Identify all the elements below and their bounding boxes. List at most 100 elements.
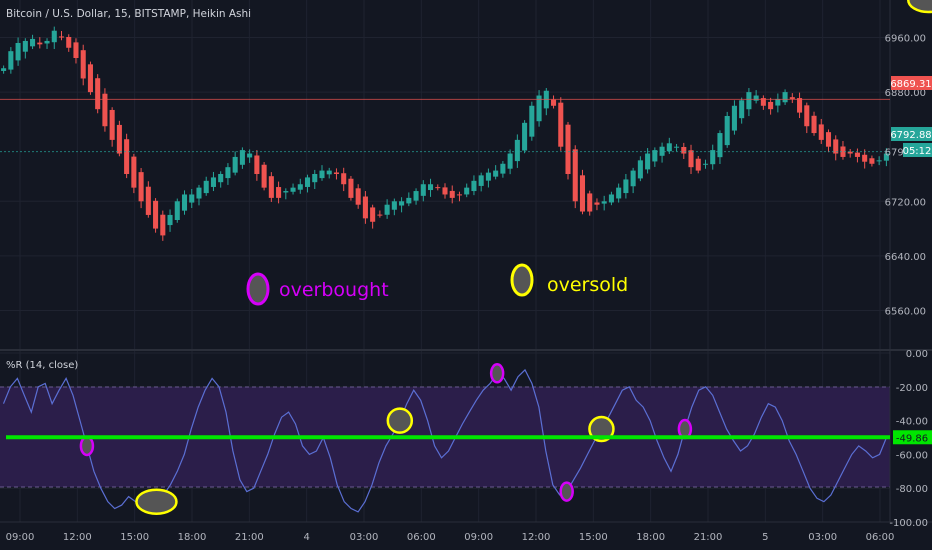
candle-body — [768, 101, 774, 110]
candle-body — [739, 100, 745, 119]
candle-body — [283, 191, 289, 193]
candle-body — [312, 174, 318, 183]
time-tick-label: 09:00 — [6, 532, 35, 543]
wr-tick-label: -40.00 — [896, 417, 928, 428]
candle-body — [565, 124, 571, 174]
oversold-marker — [386, 407, 414, 434]
wr-scale[interactable]: 0.00 -20.00 -40.00 -60.00 -80.00 -100.00 — [889, 349, 928, 529]
candle-body — [587, 193, 593, 212]
price-tick-label: 6640.00 — [885, 252, 926, 263]
overbought-marker — [489, 363, 505, 384]
candle-body — [666, 143, 672, 152]
candle-body — [116, 124, 122, 154]
candle-body — [384, 204, 390, 215]
candle-body — [854, 152, 860, 157]
candle-body — [442, 187, 448, 195]
candle-body — [109, 109, 115, 140]
candle-body — [196, 187, 202, 199]
candle-body — [471, 180, 477, 192]
candle-body — [131, 156, 137, 188]
candle-body — [623, 179, 629, 194]
current-price-badge — [891, 127, 932, 141]
candle-body — [174, 201, 180, 221]
candle-body — [811, 115, 817, 134]
candle-body — [138, 172, 144, 202]
candle-body — [435, 187, 441, 189]
symbol-title[interactable]: Bitcoin / U.S. Dollar, 15, BITSTAMP, Hei… — [6, 8, 251, 20]
candle-body — [652, 150, 658, 162]
candle-body — [601, 201, 607, 204]
candle-body — [167, 214, 173, 226]
candle-body — [30, 38, 36, 47]
candle-body — [493, 170, 499, 177]
candle-body — [630, 170, 636, 187]
candle-body — [1, 68, 7, 71]
candle-body — [225, 167, 231, 179]
candle-body — [840, 146, 846, 157]
candle-body — [876, 160, 882, 162]
candle-body — [276, 187, 282, 198]
candle-body — [869, 158, 875, 164]
wr-tick-label: 0.00 — [906, 349, 928, 360]
candle-body — [753, 95, 759, 101]
price-lines — [0, 98, 890, 153]
candle-body — [782, 92, 788, 103]
candle-body — [551, 99, 557, 106]
candle-body — [608, 194, 614, 203]
candle-body — [500, 163, 506, 174]
wr-tick-label: -80.00 — [896, 484, 928, 495]
candle-body — [797, 98, 803, 113]
candle-body — [348, 178, 354, 198]
candle-body — [124, 139, 130, 174]
candle-body — [717, 133, 723, 158]
candle-body — [8, 51, 14, 70]
overbought-legend-marker — [246, 272, 270, 306]
candle-body — [406, 197, 412, 204]
candle-body — [290, 187, 296, 192]
candle-body — [818, 124, 824, 140]
price-tick-label: 6560.00 — [885, 306, 926, 317]
candle-body — [22, 40, 28, 52]
candle-body — [203, 180, 209, 194]
candle-body — [579, 175, 586, 212]
candle-body — [710, 150, 716, 165]
time-tick-label: 06:00 — [407, 532, 436, 543]
countdown-badge-text: 05:12 — [903, 146, 932, 157]
candle-body — [73, 42, 79, 58]
candle-body — [239, 150, 245, 165]
candle-body — [370, 207, 376, 222]
candle-body — [51, 30, 57, 43]
candle-body — [80, 50, 86, 79]
time-tick-label: 21:00 — [235, 532, 264, 543]
time-tick-label: 5 — [762, 532, 768, 543]
candle-body — [181, 194, 188, 211]
candle-body — [102, 93, 108, 127]
oversold-legend-marker — [510, 263, 534, 297]
time-tick-label: 21:00 — [694, 532, 723, 543]
time-tick-label: 09:00 — [464, 532, 493, 543]
time-tick-label: 12:00 — [63, 532, 92, 543]
candle-body — [413, 191, 419, 201]
candle-body — [145, 186, 151, 215]
time-tick-label: 03:00 — [350, 532, 379, 543]
time-tick-label: 18:00 — [178, 532, 207, 543]
candle-body — [87, 64, 93, 93]
signal-badge-text: -49.86 — [896, 433, 928, 444]
candle-body — [883, 153, 889, 161]
candle-body — [333, 172, 339, 174]
upper-price-badge-text: 6869.31 — [890, 79, 931, 90]
candle-body — [95, 78, 101, 110]
candle-body — [456, 194, 463, 196]
time-scale[interactable]: 09:00 12:00 15:00 18:00 21:00 4 03:00 06:00 09:0… — [6, 532, 895, 543]
candle-body — [746, 92, 752, 110]
wr-tick-label: -60.00 — [896, 450, 928, 461]
candle-body — [536, 95, 542, 122]
candle-body — [478, 175, 484, 186]
candle-body — [160, 214, 166, 236]
indicator-title[interactable]: %R (14, close) — [6, 360, 78, 371]
candle-body — [514, 139, 520, 162]
overbought-legend-label: overbought — [279, 279, 389, 301]
candle-body — [681, 146, 687, 154]
candle-body — [485, 172, 491, 181]
